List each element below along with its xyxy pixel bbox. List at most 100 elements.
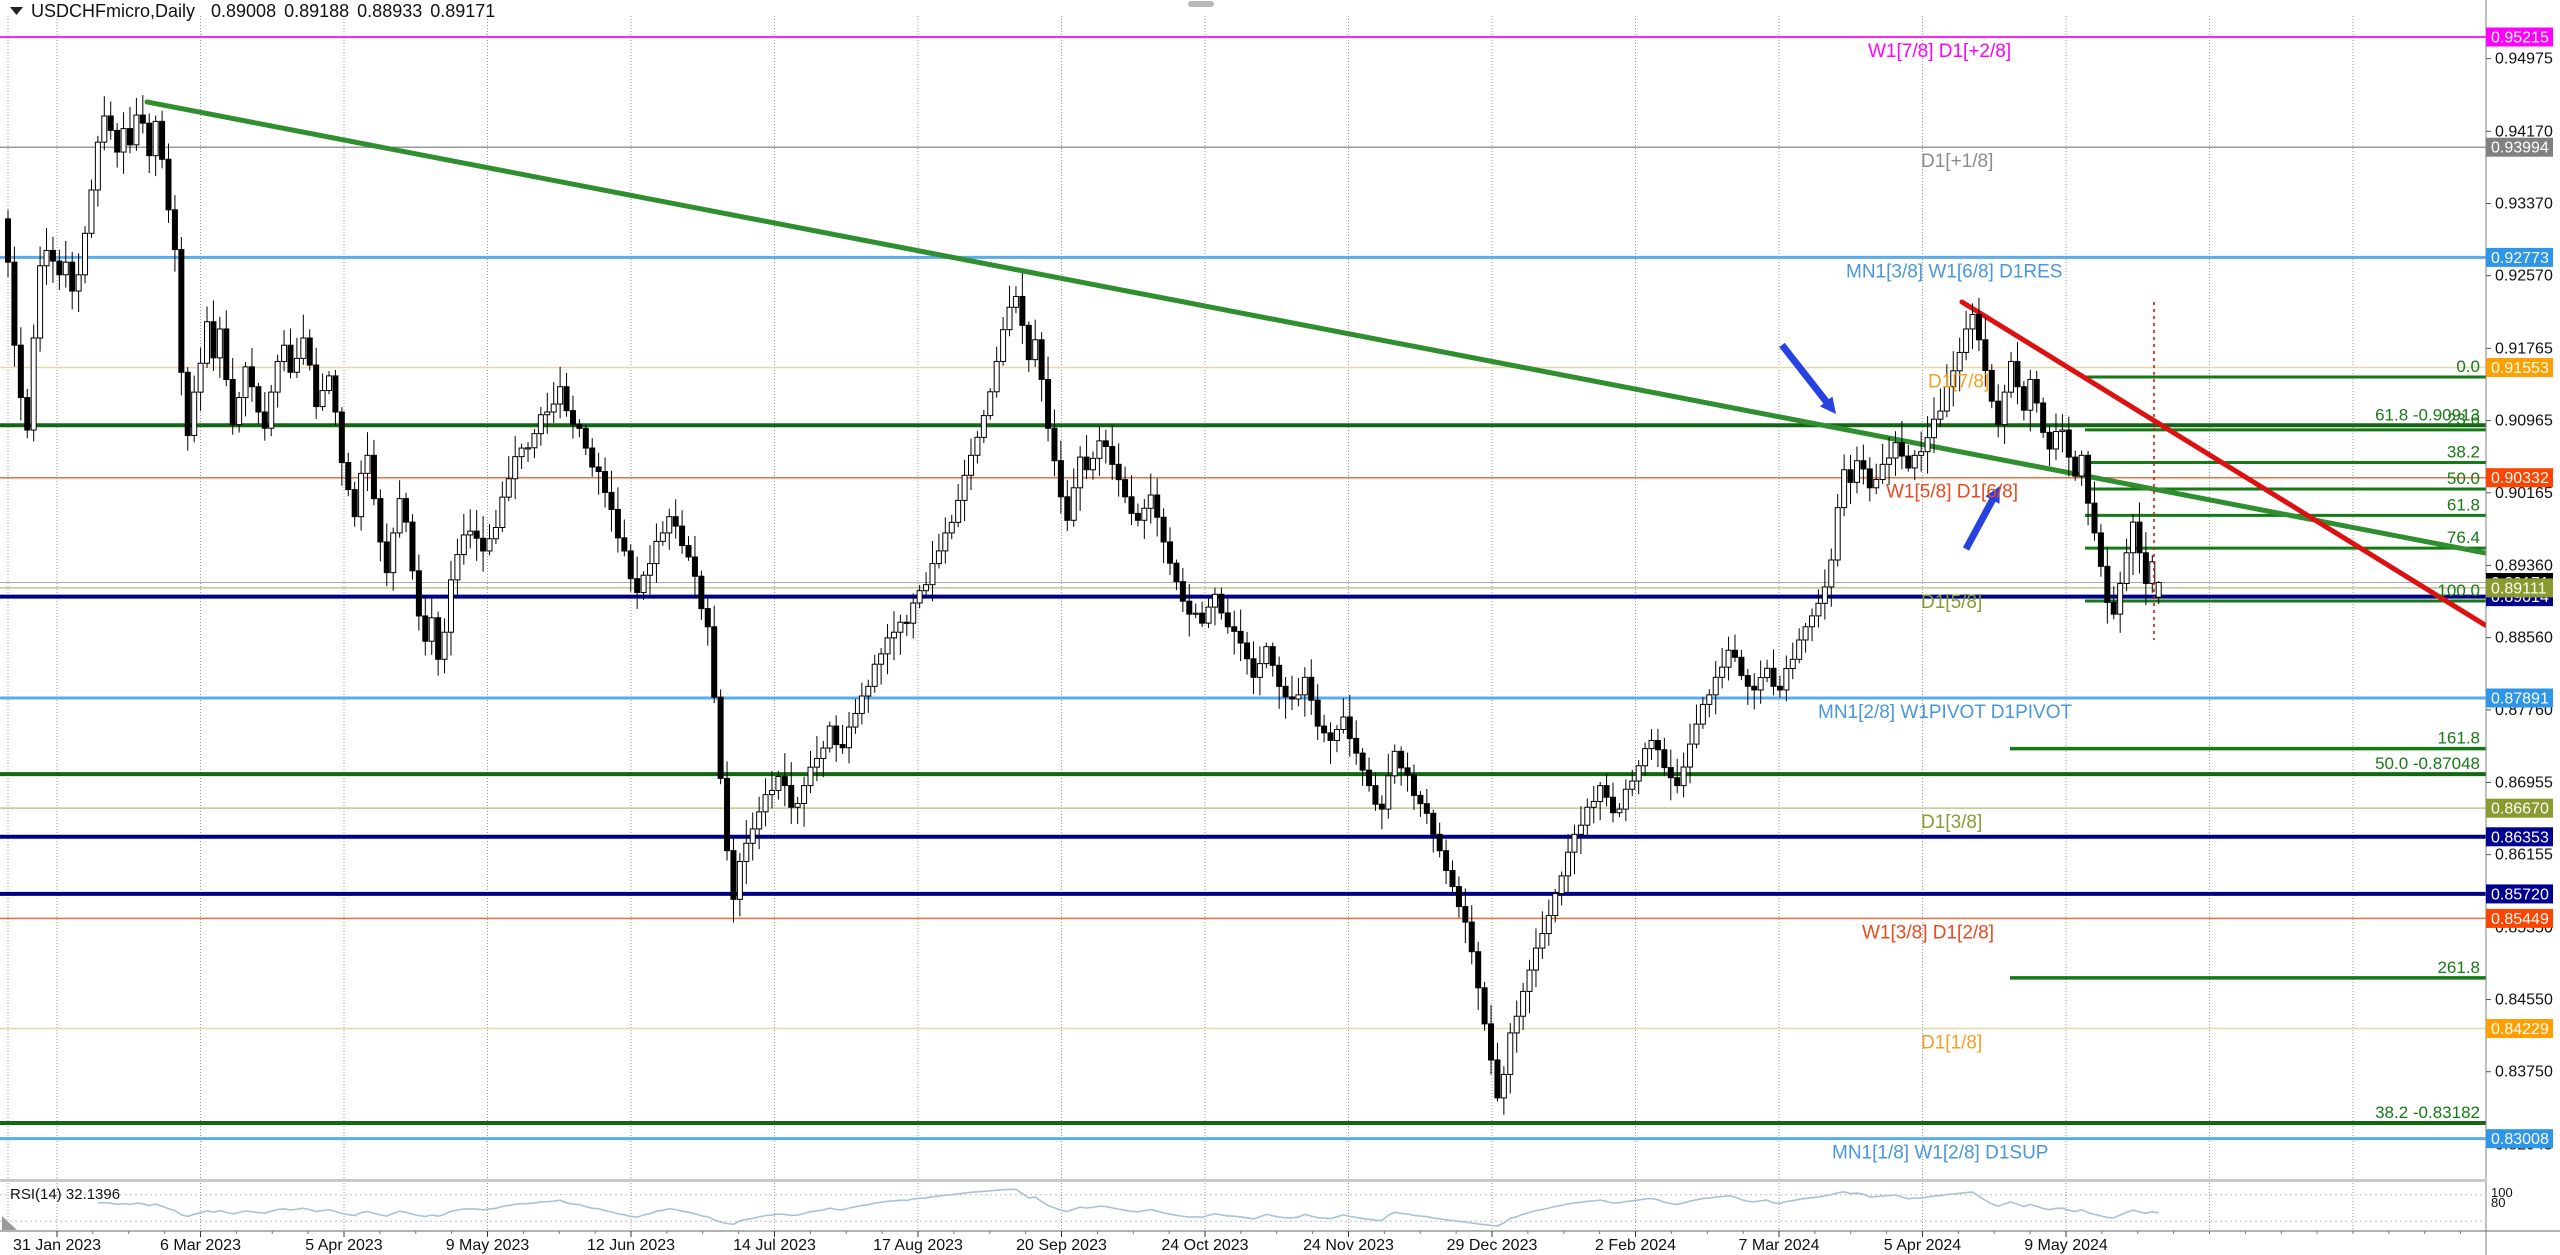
price-badge-label: 0.84229 bbox=[2491, 1021, 2549, 1038]
date-label[interactable]: 2 Feb 2024 bbox=[1595, 1237, 1676, 1254]
candle-body bbox=[833, 725, 840, 746]
date-label[interactable]: 31 Jan 2023 bbox=[13, 1237, 101, 1254]
date-label[interactable]: 5 Apr 2023 bbox=[305, 1237, 383, 1254]
rsi-resize-handle-icon[interactable] bbox=[2, 1216, 17, 1230]
candle-body bbox=[1295, 694, 1302, 700]
arrow-head-icon[interactable] bbox=[1819, 396, 1836, 414]
date-label[interactable]: 7 Mar 2024 bbox=[1739, 1237, 1820, 1254]
candle-body bbox=[1179, 581, 1186, 602]
candle-body bbox=[1462, 906, 1469, 923]
date-label[interactable]: 24 Oct 2023 bbox=[1161, 1237, 1248, 1254]
candle-body bbox=[980, 415, 987, 438]
symbol-dropdown-icon[interactable] bbox=[10, 7, 23, 15]
candle-body bbox=[1147, 494, 1154, 509]
candle-body bbox=[1744, 675, 1751, 687]
candle-body bbox=[1821, 586, 1828, 604]
candle-body bbox=[30, 337, 37, 431]
candle-body bbox=[1398, 750, 1405, 769]
date-label[interactable]: 20 Sep 2023 bbox=[1016, 1237, 1107, 1254]
candle-body bbox=[1475, 951, 1482, 989]
candle-body bbox=[2072, 456, 2079, 477]
candle-body bbox=[1430, 812, 1437, 835]
candle-body bbox=[1956, 351, 1963, 372]
date-label[interactable]: 29 Dec 2023 bbox=[1447, 1237, 1538, 1254]
trendline-descending-green[interactable] bbox=[144, 99, 2488, 556]
rsi-separator[interactable] bbox=[0, 1179, 2486, 1182]
candle-body bbox=[1340, 716, 1347, 731]
candle-body bbox=[390, 532, 397, 574]
candle-body bbox=[1532, 947, 1539, 971]
candle-body bbox=[473, 530, 480, 539]
candle-body bbox=[1828, 559, 1835, 588]
candle-body bbox=[409, 521, 416, 572]
candle-body bbox=[499, 496, 506, 529]
date-label[interactable]: 24 Nov 2023 bbox=[1303, 1237, 1394, 1254]
price-badge-label: 0.86353 bbox=[2491, 829, 2549, 846]
candle-body bbox=[1045, 378, 1052, 429]
candle-body bbox=[2001, 391, 2008, 426]
candle-body bbox=[2014, 360, 2021, 388]
candle-body bbox=[1680, 766, 1687, 787]
date-label[interactable]: 12 Jun 2023 bbox=[587, 1237, 675, 1254]
candle-body bbox=[1237, 630, 1244, 644]
candle-body bbox=[1115, 463, 1122, 481]
candle-body bbox=[492, 527, 499, 540]
candle-body bbox=[1012, 295, 1019, 308]
rsi-indicator-label: RSI(14) 32.1396 bbox=[10, 1186, 120, 1203]
candle-body bbox=[525, 447, 532, 450]
candle-body bbox=[512, 456, 519, 480]
trendline-descending-red[interactable] bbox=[1959, 299, 2488, 628]
candle-body bbox=[2136, 521, 2143, 554]
candle-body bbox=[216, 328, 223, 359]
candles-layer bbox=[5, 95, 2162, 1115]
candle-body bbox=[916, 590, 923, 604]
date-label[interactable]: 5 Apr 2024 bbox=[1884, 1237, 1962, 1254]
candle-body bbox=[1224, 612, 1231, 628]
candle-body bbox=[1391, 750, 1398, 777]
date-label[interactable]: 9 May 2024 bbox=[2024, 1237, 2108, 1254]
date-label[interactable]: 6 Mar 2023 bbox=[160, 1237, 241, 1254]
candle-body bbox=[223, 328, 230, 380]
candle-body bbox=[1834, 507, 1841, 561]
candle-body bbox=[1372, 785, 1379, 805]
candle-body bbox=[1693, 723, 1700, 745]
fib-label: 61.8 bbox=[2447, 495, 2480, 514]
candle-body bbox=[210, 321, 217, 359]
date-label[interactable]: 17 Aug 2023 bbox=[873, 1237, 963, 1254]
candle-body bbox=[730, 850, 737, 900]
candle-body bbox=[248, 366, 255, 388]
price-axis-panel bbox=[2486, 0, 2560, 1255]
fib-label: 76.4 bbox=[2447, 528, 2480, 547]
candle-body bbox=[1378, 803, 1385, 810]
candle-body bbox=[871, 663, 878, 687]
candle-body bbox=[1507, 1032, 1514, 1075]
top-scrollbar-thumb[interactable] bbox=[1188, 1, 1214, 7]
arrow-shaft[interactable] bbox=[1962, 494, 1998, 551]
candle-body bbox=[1327, 732, 1334, 741]
arrow-head-icon[interactable] bbox=[1985, 486, 2000, 504]
candle-body bbox=[666, 516, 673, 534]
candle-body bbox=[1687, 743, 1694, 768]
candle-body bbox=[2065, 429, 2072, 458]
candle-body bbox=[2046, 431, 2053, 450]
candle-body bbox=[1712, 676, 1719, 696]
level-label: MN1[1/8] W1[2/8] D1SUP bbox=[1832, 1143, 2048, 1164]
candle-body bbox=[1057, 460, 1064, 498]
level-label: W1[7/8] D1[+2/8] bbox=[1868, 41, 2011, 62]
candle-body bbox=[1160, 516, 1167, 543]
fib-label: 261.8 bbox=[2437, 958, 2480, 977]
date-label[interactable]: 9 May 2023 bbox=[446, 1237, 530, 1254]
candle-body bbox=[69, 261, 76, 292]
price-badge bbox=[2486, 247, 2553, 267]
candle-body bbox=[1070, 487, 1077, 521]
candle-body bbox=[736, 860, 743, 900]
arrow-shaft[interactable] bbox=[1779, 342, 1832, 407]
level-label: D1[1/8] bbox=[1921, 1032, 1982, 1053]
date-label[interactable]: 14 Jul 2023 bbox=[733, 1237, 816, 1254]
candle-body bbox=[1931, 418, 1937, 439]
price-badge-label: 0.85449 bbox=[2491, 911, 2549, 928]
candle-body bbox=[319, 390, 326, 408]
candle-body bbox=[1494, 1059, 1501, 1099]
candle-body bbox=[691, 556, 698, 577]
